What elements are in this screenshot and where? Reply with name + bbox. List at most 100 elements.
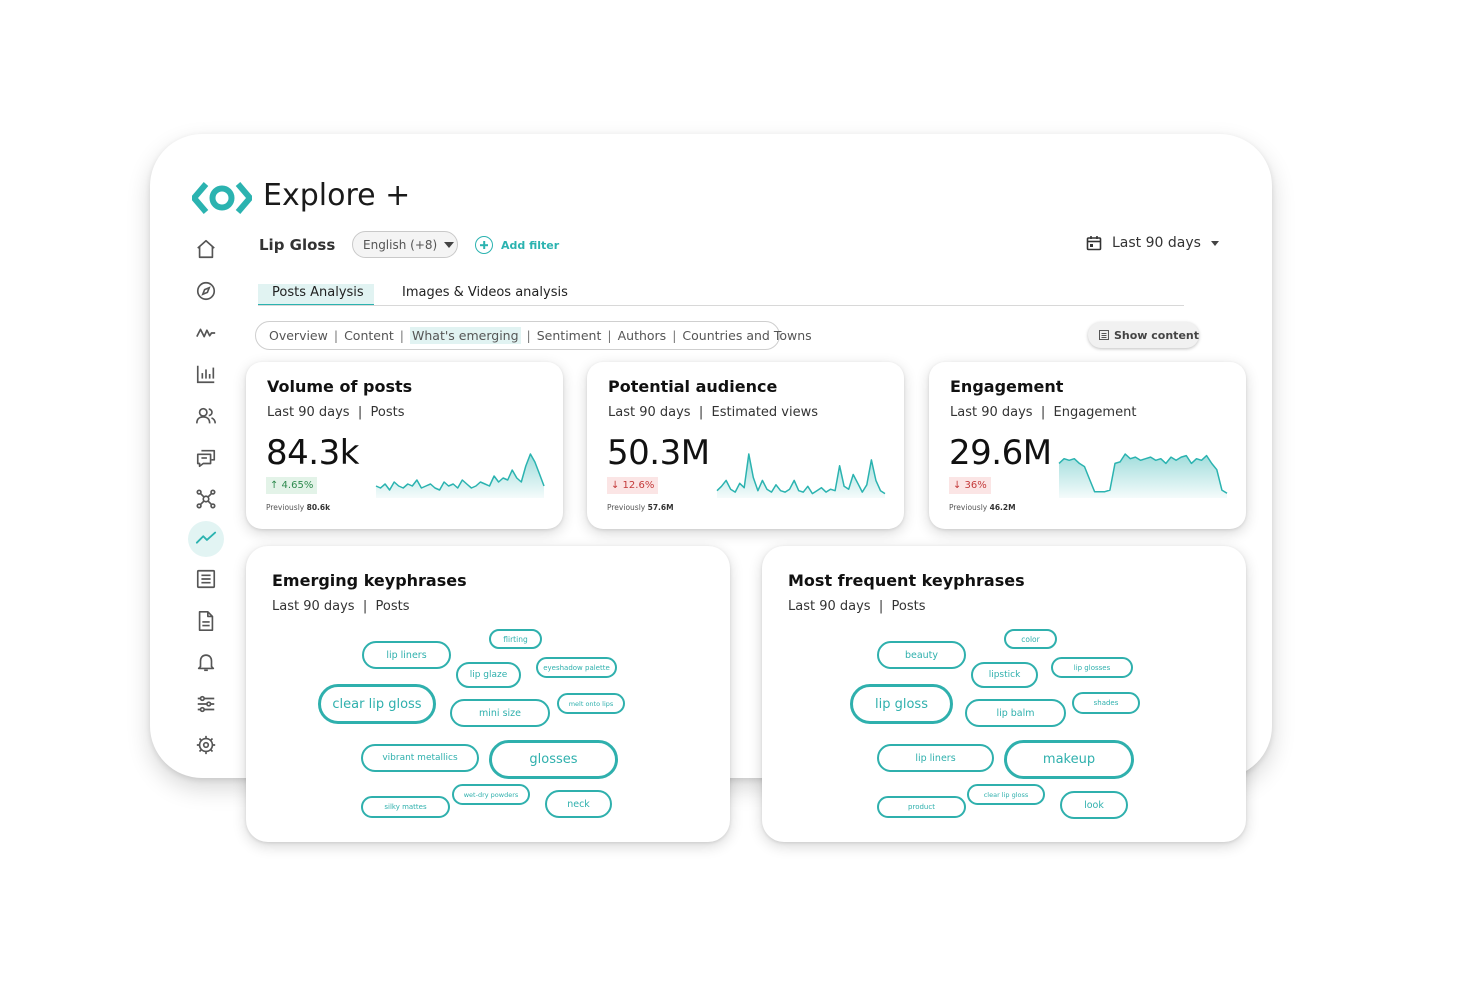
sparkline-line: [375, 453, 545, 491]
metric-value: 29.6M: [949, 433, 1052, 473]
query-title: Lip Gloss: [259, 236, 336, 254]
subnav-separator: |: [607, 328, 612, 343]
subnav-separator: |: [672, 328, 677, 343]
keyphrase-bubble[interactable]: lip balm: [965, 699, 1066, 727]
card-title: Emerging keyphrases: [272, 571, 467, 590]
keyphrase-bubble[interactable]: neck: [545, 790, 612, 818]
keyphrase-bubble[interactable]: lip glaze: [456, 662, 521, 688]
sidebar-item-alerts[interactable]: [189, 645, 223, 679]
change-badge: ↓ 12.6%: [607, 477, 659, 494]
keyphrase-bubble[interactable]: glosses: [489, 740, 618, 779]
show-content-button[interactable]: Show content: [1088, 322, 1199, 348]
sidebar-item-pulse[interactable]: [189, 316, 223, 350]
content-list-icon: [1099, 330, 1109, 340]
sparkline-area: [1059, 454, 1227, 498]
document-icon: [198, 611, 214, 631]
metric-subtitle: Last 90 days | Engagement: [950, 405, 1137, 420]
add-filter-label: Add filter: [501, 238, 560, 252]
home-icon: [197, 239, 215, 259]
change-badge: ↑ 4.65%: [266, 477, 318, 494]
card-subtitle: Last 90 days | Posts: [272, 599, 410, 614]
previous-value: Previously 46.2M: [949, 503, 1016, 512]
keyphrase-bubble[interactable]: lip liners: [877, 744, 994, 772]
keyphrase-bubble[interactable]: clear lip gloss: [318, 684, 436, 724]
date-range-dropdown[interactable]: Last 90 days: [1086, 235, 1219, 251]
metric-card-audience: Potential audience Last 90 days | Estima…: [587, 362, 904, 529]
audience-sparkline: [716, 453, 886, 498]
previous-value: Previously 57.6M: [607, 503, 674, 512]
metric-title: Potential audience: [608, 377, 778, 396]
metric-subtitle: Last 90 days | Estimated views: [608, 405, 819, 420]
sidebar-item-network[interactable]: [189, 482, 223, 516]
keyphrase-bubble[interactable]: wet-dry powders: [452, 784, 530, 805]
keyphrase-bubble[interactable]: lip gloss: [850, 684, 953, 724]
bell-icon: [197, 654, 215, 672]
keyphrase-bubble[interactable]: product: [877, 796, 966, 818]
sidebar-item-filters[interactable]: [189, 687, 223, 721]
keyphrase-bubble[interactable]: color: [1004, 629, 1057, 649]
subnav-whats-emerging[interactable]: What's emerging: [410, 327, 521, 344]
date-range-label: Last 90 days: [1112, 235, 1201, 251]
sidebar-item-discover[interactable]: [189, 274, 223, 308]
sidebar-item-audience[interactable]: [189, 399, 223, 433]
subnav-overview[interactable]: Overview: [269, 328, 328, 343]
keyphrase-bubble[interactable]: clear lip gloss: [967, 784, 1045, 805]
plus-circle-icon: [475, 236, 493, 254]
caret-down-icon: [444, 241, 455, 248]
keyphrase-bubble[interactable]: lipstick: [971, 662, 1038, 688]
sidebar-item-documents[interactable]: [189, 604, 223, 638]
change-badge: ↓ 36%: [949, 477, 991, 494]
add-filter-button[interactable]: Add filter: [475, 236, 559, 254]
sidebar-item-reports[interactable]: [189, 357, 223, 391]
chat-icon: [196, 449, 216, 468]
keyphrase-bubble[interactable]: flirting: [489, 629, 542, 649]
language-dropdown[interactable]: English (+8): [352, 231, 458, 258]
keyphrase-bubble[interactable]: lip liners: [362, 641, 451, 669]
sidebar-item-settings[interactable]: [189, 728, 223, 762]
bar-chart-icon: [196, 365, 215, 384]
emerging-keyphrases-card: Emerging keyphrases Last 90 days | Posts…: [246, 546, 730, 842]
tab-images-videos-analysis[interactable]: Images & Videos analysis: [402, 285, 568, 300]
sparkline-line: [716, 453, 886, 495]
card-subtitle: Last 90 days | Posts: [788, 599, 926, 614]
gear-icon: [196, 735, 216, 755]
keyphrase-bubble[interactable]: melt onto lips: [557, 693, 625, 714]
sidebar-item-conversations[interactable]: [189, 441, 223, 475]
analysis-subnav: Overview | Content | What's emerging | S…: [255, 321, 812, 350]
subnav-authors[interactable]: Authors: [617, 328, 667, 343]
keyphrase-bubble[interactable]: lip glosses: [1051, 657, 1133, 678]
caret-down-icon: [1210, 240, 1219, 246]
keyphrase-bubble[interactable]: silky mattes: [361, 796, 450, 818]
trend-icon: [195, 531, 217, 544]
metric-card-volume: Volume of posts Last 90 days | Posts 84.…: [246, 362, 563, 529]
sidebar-item-feed[interactable]: [189, 562, 223, 596]
metric-card-engagement: Engagement Last 90 days | Engagement 29.…: [929, 362, 1246, 529]
keyphrase-bubble[interactable]: vibrant metallics: [361, 744, 479, 772]
frequent-keyphrases-card: Most frequent keyphrases Last 90 days | …: [762, 546, 1246, 842]
brand-logo-icon: [192, 182, 252, 214]
keyphrase-bubble[interactable]: shades: [1072, 692, 1140, 714]
show-content-label: Show content: [1113, 328, 1199, 342]
subnav-content[interactable]: Content: [344, 328, 394, 343]
metric-subtitle: Last 90 days | Posts: [267, 405, 405, 420]
sparkline-area: [376, 454, 544, 498]
volume-sparkline: [375, 453, 545, 498]
pulse-icon: [196, 328, 216, 338]
subnav-countries-and-towns[interactable]: Countries and Towns: [682, 328, 812, 343]
keyphrase-bubble[interactable]: makeup: [1004, 740, 1134, 779]
keyphrase-bubble[interactable]: mini size: [450, 699, 550, 727]
network-icon: [196, 489, 216, 509]
keyphrase-bubble[interactable]: eyeshadow palette: [536, 657, 617, 678]
engagement-sparkline: [1058, 453, 1228, 498]
users-icon: [196, 407, 216, 424]
keyphrase-bubble[interactable]: look: [1060, 791, 1128, 819]
tab-posts-analysis[interactable]: Posts Analysis: [258, 284, 374, 306]
sidebar-item-home[interactable]: [189, 232, 223, 266]
metric-value: 84.3k: [266, 433, 359, 473]
metric-value: 50.3M: [607, 433, 710, 473]
subnav-sentiment[interactable]: Sentiment: [536, 328, 602, 343]
metric-title: Volume of posts: [267, 377, 413, 396]
sidebar-item-trends[interactable]: [188, 521, 224, 557]
keyphrase-bubble[interactable]: beauty: [877, 641, 966, 669]
